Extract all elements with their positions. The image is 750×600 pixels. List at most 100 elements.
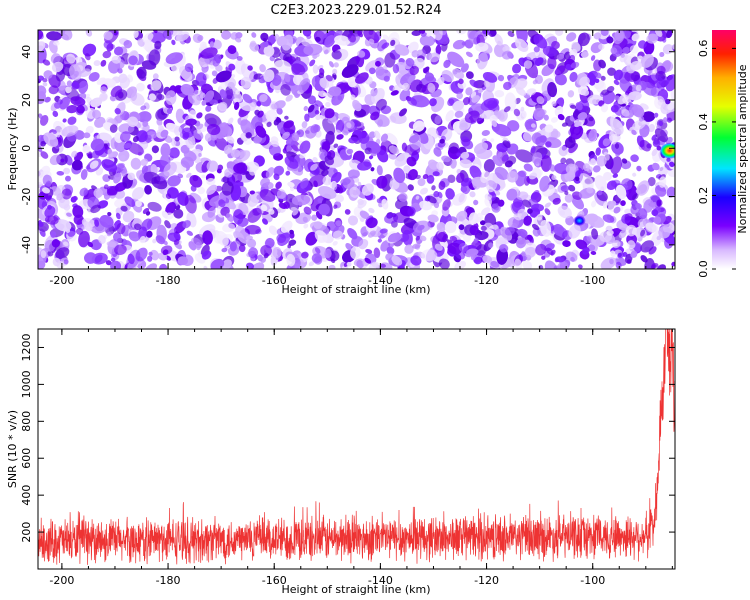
- heatmap-cell: [580, 51, 589, 58]
- heatmap-cell: [651, 134, 657, 141]
- heatmap-cell: [207, 206, 216, 218]
- x-tick-label: -200: [49, 274, 74, 287]
- snr-y-axis: 200 400 600 800 1000 1200: [20, 333, 675, 543]
- heatmap-cell: [516, 237, 527, 249]
- heatmap-cell: [531, 189, 540, 201]
- heatmap-cell: [317, 198, 323, 204]
- heatmap-cell: [245, 132, 252, 139]
- heatmap-cell: [594, 78, 600, 84]
- snr-frame: [37, 328, 676, 570]
- heatmap-cell: [534, 74, 544, 85]
- heatmap-cell: [590, 158, 597, 166]
- heatmap-cell: [575, 102, 583, 111]
- heatmap-cell: [331, 50, 342, 60]
- heatmap-cell: [399, 108, 407, 117]
- heatmap-cell: [66, 212, 72, 217]
- heatmap-cell: [114, 244, 127, 256]
- heatmap-cell: [217, 164, 224, 171]
- heatmap-cell: [503, 81, 512, 91]
- heatmap-cell: [438, 181, 446, 190]
- heatmap-cell: [45, 195, 52, 201]
- heatmap-cell: [375, 60, 381, 67]
- heatmap-cell: [495, 190, 501, 196]
- heatmap-cell: [598, 43, 605, 50]
- heatmap-cell: [600, 30, 609, 36]
- y-tick-label: 0: [20, 145, 33, 152]
- heatmap-frame: [37, 29, 676, 270]
- y-tick-label: 40: [20, 45, 33, 59]
- heatmap-cell: [141, 218, 153, 231]
- heatmap-cell: [501, 50, 513, 60]
- heatmap-cell: [270, 140, 280, 147]
- heatmap-cell: [499, 244, 509, 253]
- heatmap-cell: [71, 150, 78, 158]
- colorbar-label: Normalized spectral amplitude: [736, 64, 749, 233]
- heatmap-cell: [324, 155, 335, 166]
- heatmap-cell: [156, 118, 163, 126]
- heatmap-cell: [635, 84, 642, 92]
- heatmap-cell: [656, 81, 665, 91]
- heatmap-cell: [567, 54, 576, 65]
- heatmap-cell: [313, 221, 323, 230]
- heatmap-cell: [630, 61, 643, 71]
- y-tick-label: -20: [20, 188, 33, 206]
- heatmap-cell: [515, 38, 529, 53]
- heatmap-hotspots: [573, 142, 675, 226]
- heatmap-cell: [606, 36, 614, 44]
- heatmap-cell: [381, 198, 389, 210]
- heatmap-cell: [475, 42, 489, 52]
- heatmap-cell: [127, 253, 135, 265]
- heatmap-cell: [273, 173, 280, 181]
- heatmap-cell: [84, 252, 97, 264]
- heatmap-cell: [114, 198, 127, 208]
- heatmap-cell: [234, 36, 242, 43]
- x-tick-label: -120: [474, 274, 499, 287]
- heatmap-cell: [521, 251, 526, 257]
- heatmap-cell: [50, 231, 57, 238]
- heatmap-cell: [557, 113, 565, 121]
- heatmap-cell: [266, 121, 272, 128]
- heatmap-cell: [346, 122, 352, 129]
- heatmap-cell: [436, 161, 444, 171]
- heatmap-cell: [66, 104, 78, 114]
- heatmap-cell: [164, 135, 173, 143]
- heatmap-cell: [350, 84, 359, 98]
- heatmap-cell: [571, 41, 581, 52]
- heatmap-cell: [526, 88, 537, 96]
- heatmap-cell: [260, 204, 268, 212]
- x-tick-label: -120: [474, 574, 499, 587]
- heatmap-cell: [506, 188, 518, 201]
- heatmap-cell: [405, 58, 415, 67]
- heatmap-cell: [109, 95, 116, 102]
- heatmap-cell: [280, 220, 293, 233]
- heatmap-cell: [469, 225, 479, 236]
- heatmap-cell: [431, 185, 436, 191]
- heatmap-cell: [433, 191, 440, 198]
- heatmap-cell: [464, 110, 480, 123]
- heatmap-cell: [582, 163, 591, 172]
- heatmap-cell: [136, 66, 147, 79]
- heatmap-cell: [427, 214, 439, 223]
- heatmap-cell: [666, 117, 673, 123]
- heatmap-cell: [469, 79, 479, 88]
- heatmap-cell: [148, 93, 157, 101]
- heatmap-cell: [619, 52, 628, 63]
- heatmap-cell: [301, 121, 308, 129]
- heatmap-cell: [620, 200, 626, 206]
- heatmap-cell: [162, 249, 169, 256]
- heatmap-cell: [575, 239, 588, 250]
- heatmap-cell: [273, 165, 285, 176]
- y-tick-label: 1200: [20, 333, 33, 361]
- heatmap-cell: [421, 249, 438, 262]
- heatmap-cell: [271, 74, 282, 86]
- heatmap-cell: [428, 159, 438, 170]
- heatmap-cell: [44, 206, 56, 218]
- heatmap-cell: [610, 104, 619, 113]
- heatmap-cell: [160, 129, 169, 138]
- heatmap-cell: [163, 162, 177, 177]
- heatmap-cell: [221, 181, 234, 196]
- heatmap-cell: [201, 100, 207, 106]
- heatmap-cell: [352, 99, 362, 112]
- heatmap-cell: [422, 174, 429, 180]
- heatmap-cell: [502, 45, 511, 53]
